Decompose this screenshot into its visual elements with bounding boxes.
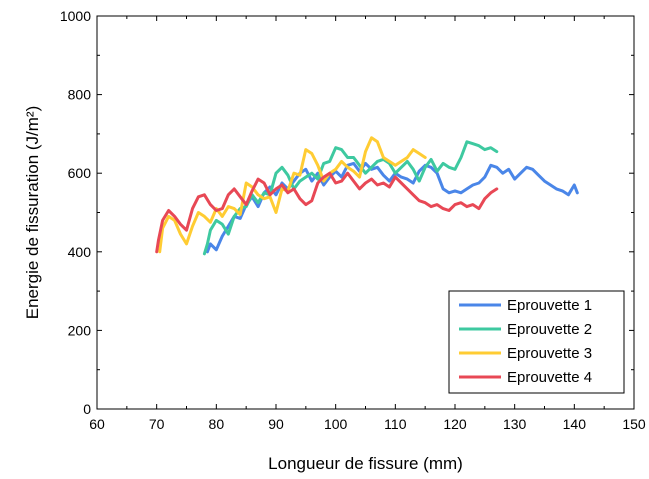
x-tick-label: 110 xyxy=(384,416,407,432)
x-axis-title: Longueur de fissure (mm) xyxy=(268,454,463,473)
y-tick-label: 200 xyxy=(68,322,92,338)
x-tick-label: 100 xyxy=(324,416,348,432)
x-axis-ticks: 60 70 80 90 100 110 120 130 140 150 xyxy=(89,16,646,432)
y-axis-title: Energie de fissuration (J/m²) xyxy=(23,106,42,320)
series-line-1 xyxy=(205,161,579,254)
series-layer xyxy=(155,136,579,256)
series-line-3 xyxy=(158,136,427,254)
legend-label: Eprouvette 4 xyxy=(507,369,592,386)
y-tick-label: 400 xyxy=(68,244,92,260)
x-tick-label: 60 xyxy=(89,416,105,432)
y-tick-label: 600 xyxy=(68,165,92,181)
legend-label: Eprouvette 2 xyxy=(507,321,592,338)
x-tick-label: 130 xyxy=(503,416,527,432)
series-line-4 xyxy=(155,171,499,254)
y-tick-label: 800 xyxy=(68,87,92,103)
x-tick-label: 120 xyxy=(443,416,467,432)
x-tick-label: 70 xyxy=(149,416,165,432)
x-tick-label: 90 xyxy=(268,416,284,432)
y-tick-label: 1000 xyxy=(60,8,91,24)
legend: Eprouvette 1 Eprouvette 2 Eprouvette 3 Epro… xyxy=(448,290,625,394)
x-tick-label: 80 xyxy=(209,416,225,432)
y-axis-ticks: 0 200 400 600 800 1000 xyxy=(60,8,634,417)
x-tick-label: 140 xyxy=(563,416,587,432)
x-tick-label: 150 xyxy=(622,416,646,432)
legend-label: Eprouvette 3 xyxy=(507,345,592,362)
y-tick-label: 0 xyxy=(83,401,91,417)
legend-label: Eprouvette 1 xyxy=(507,297,592,314)
